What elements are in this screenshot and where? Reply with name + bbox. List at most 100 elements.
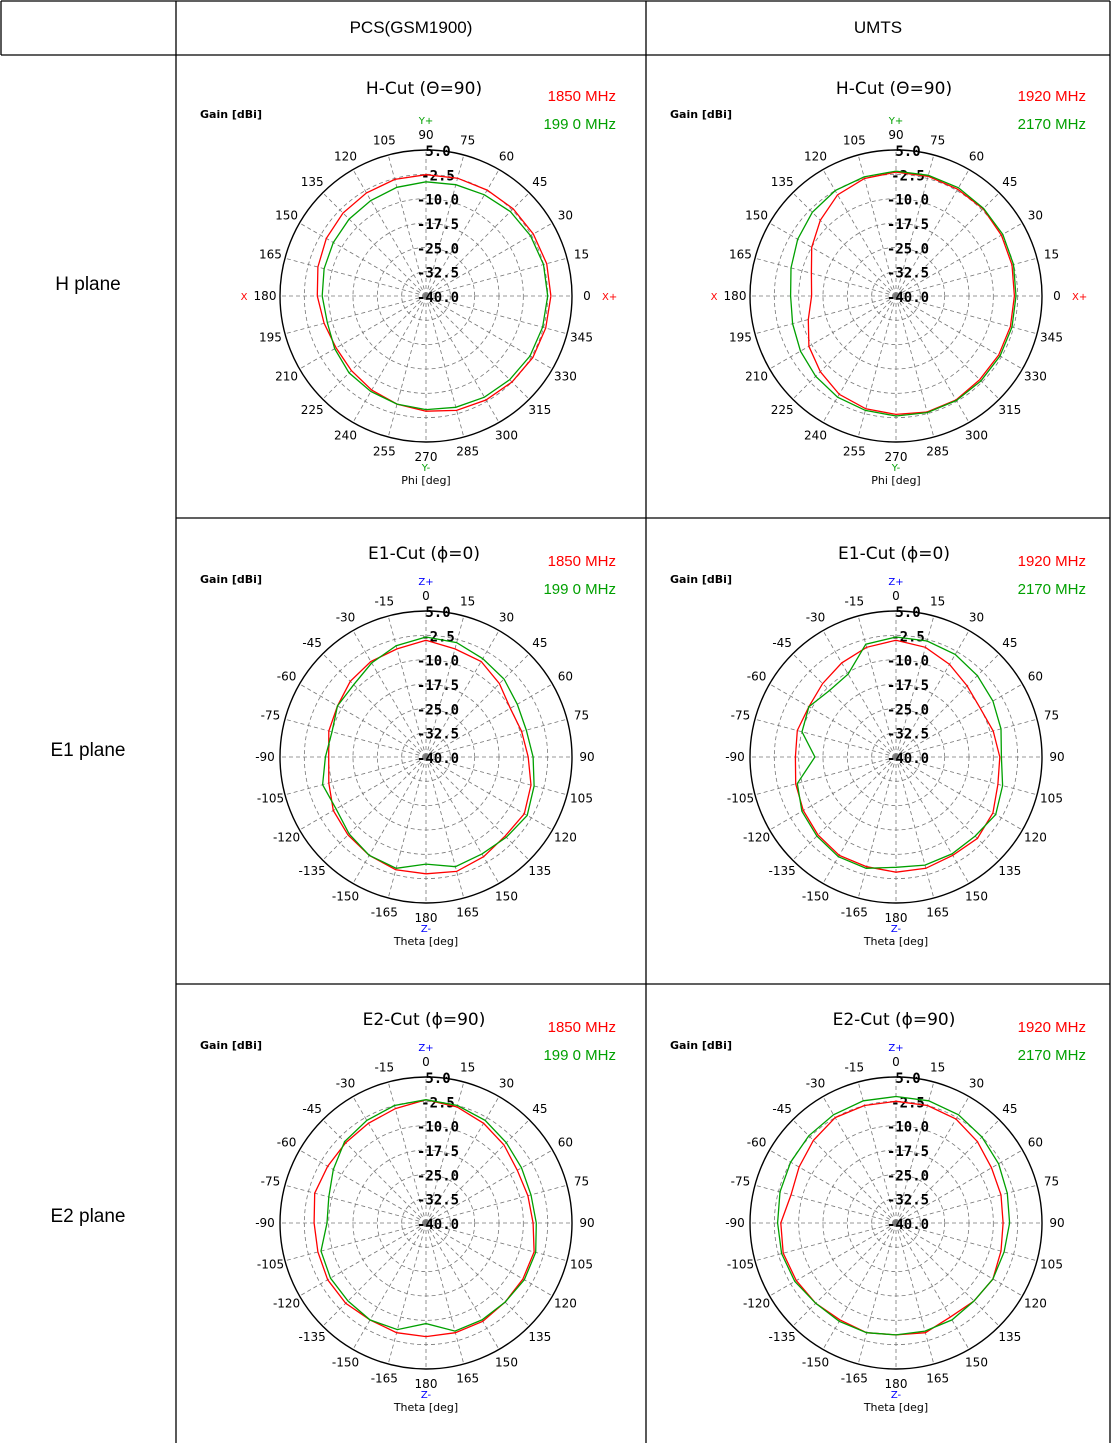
grid-spoke: [284, 718, 427, 758]
angle-tick-label: 195: [729, 331, 752, 345]
angle-tick-label: 315: [998, 403, 1021, 417]
angle-tick-label: 60: [1028, 670, 1043, 684]
grid-spoke: [754, 257, 897, 297]
angle-tick-label: 15: [930, 1060, 945, 1074]
grid-spoke: [895, 1149, 1023, 1224]
grid-spoke: [299, 1222, 427, 1297]
grid-spoke: [754, 756, 897, 796]
angle-tick-label: 0: [422, 589, 430, 603]
angle-tick-label: 240: [804, 428, 827, 442]
angle-tick-label: 150: [965, 1355, 988, 1369]
angle-tick-label: -75: [261, 1174, 281, 1188]
angle-tick-label: 165: [926, 1372, 949, 1386]
angle-tick-label: 90: [1049, 750, 1064, 764]
angle-tick-label: 135: [998, 864, 1021, 878]
grid-spoke: [792, 1222, 897, 1327]
angle-tick-label: -150: [332, 889, 359, 903]
grid-spoke: [299, 1149, 427, 1224]
legend-entry: 2170 MHz: [1018, 1047, 1086, 1064]
ref-label-top: Z+: [418, 1043, 433, 1054]
angle-tick-label: 285: [456, 445, 479, 459]
angle-tick-label: 60: [558, 670, 573, 684]
angle-tick-label: 180: [885, 911, 908, 925]
angle-tick-label: 180: [885, 1377, 908, 1391]
angle-tick-label: 150: [495, 889, 518, 903]
angle-tick-label: 345: [1040, 331, 1063, 345]
angle-tick-label: -135: [299, 864, 326, 878]
angle-tick-label: 105: [570, 1258, 593, 1272]
grid-ring: [328, 659, 524, 855]
row-label-h-plane: H plane: [55, 274, 121, 295]
grid-spoke: [895, 1222, 935, 1365]
angle-tick-label: 150: [965, 889, 988, 903]
angle-tick-label: -135: [769, 1330, 796, 1344]
angle-tick-label: 75: [574, 708, 589, 722]
ref-label-left: X: [711, 292, 718, 303]
grid-spoke: [857, 615, 897, 758]
angle-tick-label: 210: [275, 370, 298, 384]
angle-tick-label: 180: [415, 911, 438, 925]
angle-tick-label: -165: [371, 906, 398, 920]
chart-xlabel: Theta [deg]: [393, 935, 458, 948]
grid-spoke: [895, 222, 1023, 297]
angle-tick-label: 165: [456, 906, 479, 920]
radial-tick-label: -32.5: [417, 266, 459, 282]
angle-tick-label: 195: [259, 331, 282, 345]
radial-tick-label: 5.0: [895, 1071, 920, 1087]
grid-spoke: [352, 1096, 427, 1224]
ref-label-top: Y+: [888, 116, 904, 127]
radial-tick-label: -40.0: [887, 1217, 929, 1233]
chart-title: H-Cut (Θ=90): [366, 79, 482, 99]
col-header-pcs: PCS(GSM1900): [349, 18, 473, 37]
grid-spoke: [425, 1222, 553, 1297]
grid-ring: [798, 1125, 994, 1321]
ref-label-right: X+: [602, 292, 617, 303]
radial-tick-label: 5.0: [895, 605, 920, 621]
angle-tick-label: -15: [375, 1060, 395, 1074]
angle-tick-label: 330: [1024, 370, 1047, 384]
grid-spoke: [425, 1222, 568, 1262]
ref-label-bottom: Z-: [891, 1390, 902, 1401]
grid-spoke: [895, 756, 1000, 861]
series-line-high: [321, 181, 549, 411]
angle-tick-label: -75: [731, 708, 751, 722]
grid-spoke: [895, 295, 935, 438]
legend-entry: 199 0 MHz: [543, 581, 616, 598]
angle-tick-label: 165: [926, 906, 949, 920]
grid-spoke: [425, 295, 530, 400]
angle-tick-label: 300: [495, 428, 518, 442]
grid-spoke: [895, 756, 970, 884]
polar-chart-1: 0 15 30 45 60 75 90 105 120 135 150 165 180 195 210 225…: [670, 79, 1087, 487]
radial-tick-label: -32.5: [417, 727, 459, 743]
angle-tick-label: 90: [579, 750, 594, 764]
radial-tick-label: -25.0: [887, 241, 929, 257]
grid-spoke: [299, 222, 427, 297]
grid-spoke: [822, 1222, 897, 1350]
ref-label-left: X: [241, 292, 248, 303]
series-line-high: [321, 636, 535, 869]
angle-tick-label: 30: [558, 209, 573, 223]
grid-spoke: [857, 295, 897, 438]
grid-spoke: [425, 1222, 530, 1327]
radial-tick-label: -10.0: [417, 193, 459, 209]
polar-chart-5: 0 153045607590105120135150165180-165-150-…: [670, 1010, 1086, 1414]
grid-spoke: [387, 154, 427, 297]
angle-tick-label: 45: [532, 175, 547, 189]
grid-spoke: [352, 1222, 427, 1350]
angle-tick-label: 345: [570, 331, 593, 345]
grid-spoke: [769, 1222, 897, 1297]
angle-tick-label: 45: [1002, 175, 1017, 189]
angle-tick-label: 150: [745, 209, 768, 223]
grid-spoke: [895, 718, 1038, 758]
chart-ylabel: Gain [dBi]: [670, 573, 732, 586]
radial-tick-label: -17.5: [887, 678, 929, 694]
grid-spoke: [425, 295, 465, 438]
angle-tick-label: 75: [460, 133, 475, 147]
chart-title: E2-Cut (ϕ=90): [363, 1010, 486, 1030]
angle-tick-label: 225: [771, 403, 794, 417]
radial-tick-label: 5.0: [425, 605, 450, 621]
grid-spoke: [425, 1222, 465, 1365]
grid-spoke: [895, 295, 970, 423]
angle-tick-label: -165: [371, 1372, 398, 1386]
chart-title: H-Cut (Θ=90): [836, 79, 952, 99]
